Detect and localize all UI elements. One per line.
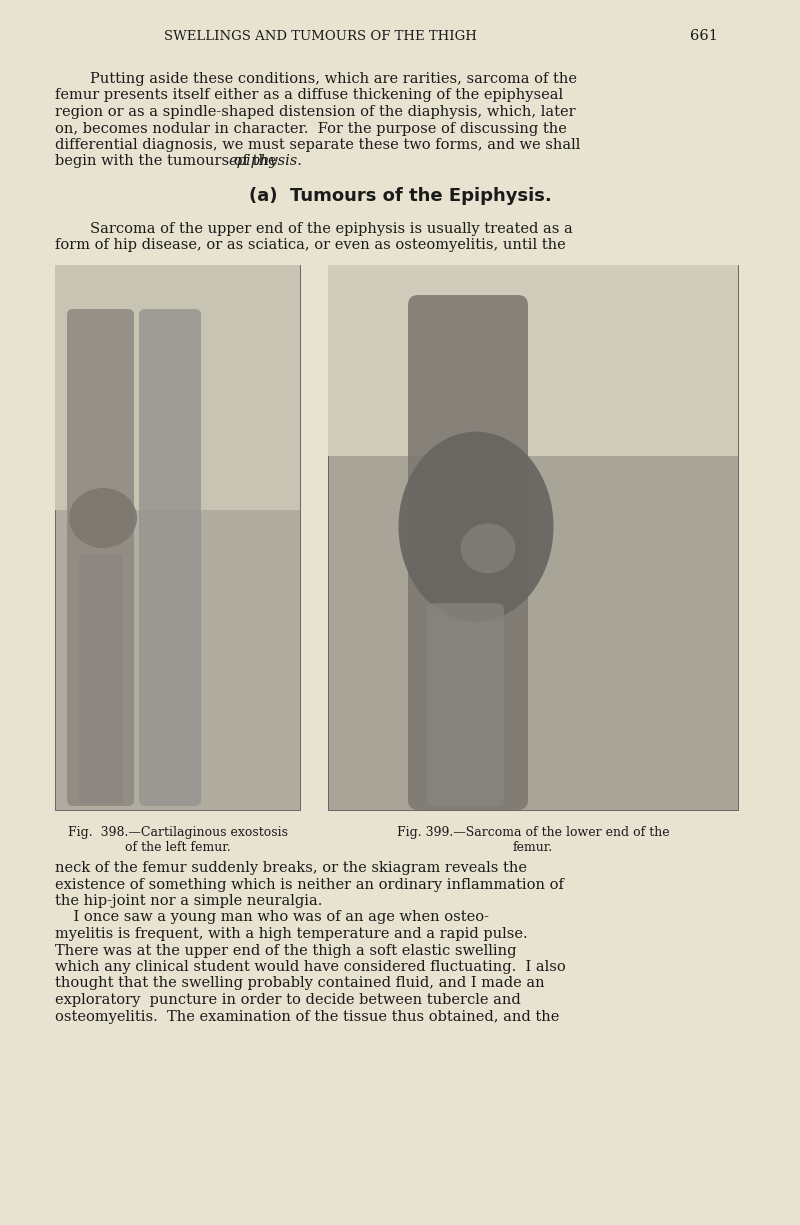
Text: 661: 661 [690, 29, 718, 43]
Text: Putting aside these conditions, which are rarities, sarcoma of the: Putting aside these conditions, which ar… [90, 72, 577, 86]
Text: epiphysis.: epiphysis. [229, 154, 302, 169]
Text: begin with the tumours of the: begin with the tumours of the [55, 154, 282, 169]
Text: which any clinical student would have considered fluctuating.  I also: which any clinical student would have co… [55, 960, 566, 974]
Text: femur.: femur. [513, 842, 553, 854]
FancyBboxPatch shape [139, 309, 201, 806]
Text: SWELLINGS AND TUMOURS OF THE THIGH: SWELLINGS AND TUMOURS OF THE THIGH [163, 29, 477, 43]
Text: I once saw a young man who was of an age when osteo-: I once saw a young man who was of an age… [55, 910, 489, 925]
Text: on, becomes nodular in character.  For the purpose of discussing the: on, becomes nodular in character. For th… [55, 121, 567, 136]
Text: form of hip disease, or as sciatica, or even as osteomyelitis, until the: form of hip disease, or as sciatica, or … [55, 239, 566, 252]
Bar [328, 265, 738, 810]
Ellipse shape [398, 431, 554, 621]
Text: the hip-joint nor a simple neuralgia.: the hip-joint nor a simple neuralgia. [55, 894, 322, 908]
Text: differential diagnosis, we must separate these two forms, and we shall: differential diagnosis, we must separate… [55, 138, 580, 152]
Text: myelitis is frequent, with a high temperature and a rapid pulse.: myelitis is frequent, with a high temper… [55, 927, 528, 941]
Ellipse shape [69, 488, 137, 548]
Text: existence of something which is neither an ordinary inflammation of: existence of something which is neither … [55, 877, 564, 892]
Text: Fig.  398.—Cartilaginous exostosis: Fig. 398.—Cartilaginous exostosis [67, 826, 287, 839]
Text: thought that the swelling probably contained fluid, and I made an: thought that the swelling probably conta… [55, 976, 545, 991]
FancyBboxPatch shape [427, 603, 504, 806]
FancyBboxPatch shape [79, 554, 123, 804]
Bar [55, 265, 300, 810]
Bar [55, 265, 300, 511]
Ellipse shape [461, 523, 515, 573]
Text: of the left femur.: of the left femur. [125, 842, 230, 854]
Text: osteomyelitis.  The examination of the tissue thus obtained, and the: osteomyelitis. The examination of the ti… [55, 1009, 559, 1024]
Text: region or as a spindle-shaped distension of the diaphysis, which, later: region or as a spindle-shaped distension… [55, 105, 576, 119]
FancyBboxPatch shape [67, 309, 134, 806]
Text: Sarcoma of the upper end of the epiphysis is usually treated as a: Sarcoma of the upper end of the epiphysi… [90, 222, 573, 236]
Bar [328, 265, 738, 456]
Text: There was at the upper end of the thigh a soft elastic swelling: There was at the upper end of the thigh … [55, 943, 517, 958]
Text: Fig. 399.—Sarcoma of the lower end of the: Fig. 399.—Sarcoma of the lower end of th… [397, 826, 670, 839]
Text: exploratory  puncture in order to decide between tubercle and: exploratory puncture in order to decide … [55, 993, 521, 1007]
Text: femur presents itself either as a diffuse thickening of the epiphyseal: femur presents itself either as a diffus… [55, 88, 563, 103]
FancyBboxPatch shape [408, 295, 528, 810]
Text: (a)  Tumours of the Epiphysis.: (a) Tumours of the Epiphysis. [249, 187, 551, 205]
Text: neck of the femur suddenly breaks, or the skiagram reveals the: neck of the femur suddenly breaks, or th… [55, 861, 527, 875]
